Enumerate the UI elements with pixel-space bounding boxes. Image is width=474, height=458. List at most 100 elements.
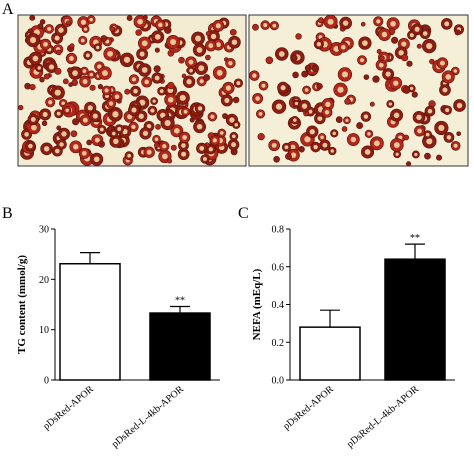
cell-core — [392, 80, 399, 86]
cell-core — [231, 39, 238, 45]
cell-core — [376, 19, 381, 24]
cell-core — [141, 40, 148, 47]
cell-core — [170, 38, 177, 45]
cell-core — [113, 138, 119, 145]
cell-core — [350, 136, 357, 143]
cell-core — [82, 79, 88, 85]
cell — [401, 54, 409, 62]
cell-core — [93, 156, 100, 163]
cell-core — [398, 50, 404, 56]
cell-core — [65, 108, 69, 112]
cell-core — [364, 149, 371, 155]
cell — [29, 83, 36, 91]
cell-core — [320, 135, 324, 140]
cell-core — [48, 64, 55, 70]
cell-core — [197, 106, 203, 111]
cell — [360, 21, 366, 27]
cell — [56, 125, 62, 131]
cell-core — [258, 112, 263, 116]
cell-core — [138, 113, 144, 119]
cell-core — [89, 72, 94, 77]
cell — [222, 113, 228, 119]
cell-core — [228, 60, 233, 66]
cell-core — [342, 20, 349, 26]
cell-core — [92, 113, 98, 119]
cell — [43, 73, 50, 80]
cell — [273, 155, 280, 163]
cell — [298, 146, 305, 153]
cell — [164, 26, 172, 34]
cell — [66, 20, 71, 26]
cell-core — [186, 79, 192, 85]
cell — [37, 23, 44, 30]
cell-core — [117, 126, 122, 131]
y-axis-label: NEFA (mEq/L) — [251, 268, 263, 340]
cell-core — [317, 115, 323, 121]
cell — [154, 47, 160, 53]
y-tick-label: 20 — [39, 275, 49, 286]
cell — [89, 84, 96, 91]
y-axis-label: TG content (mmol/g) — [16, 255, 28, 354]
cell — [424, 152, 431, 160]
cell-core — [123, 56, 131, 63]
panel-label: A — [2, 1, 14, 18]
significance: ** — [410, 233, 420, 244]
cell-core — [199, 145, 205, 151]
cell-core — [152, 99, 156, 103]
cell-core — [229, 117, 235, 123]
cell-core — [224, 97, 230, 103]
cell — [67, 67, 73, 74]
cell-core — [359, 58, 365, 63]
cell — [109, 26, 116, 32]
cell — [316, 83, 323, 90]
cell-core — [395, 152, 399, 156]
cell-core — [127, 153, 132, 158]
cell — [252, 23, 259, 31]
bar — [59, 262, 121, 381]
cell-core — [263, 23, 268, 28]
cell-core — [341, 44, 346, 50]
cell — [72, 118, 80, 126]
cell — [86, 139, 92, 146]
cell-core — [325, 101, 331, 108]
cell-core — [293, 118, 297, 122]
cell-core — [43, 146, 50, 152]
cell-core — [393, 112, 400, 119]
cell-core — [232, 134, 236, 139]
cells — [18, 14, 466, 167]
cell-core — [208, 147, 213, 152]
cell-core — [272, 23, 277, 28]
cell-core — [131, 107, 137, 113]
cell-core — [54, 148, 60, 154]
cell-core — [388, 102, 392, 106]
cell — [98, 140, 105, 148]
cell — [429, 58, 435, 65]
cell-core — [96, 45, 100, 50]
cell-core — [181, 143, 186, 148]
cell-core — [453, 143, 458, 148]
cell — [402, 86, 411, 94]
cell-core — [146, 124, 152, 129]
y-tick-label: 0.6 — [272, 262, 285, 273]
cell-core — [159, 89, 164, 93]
cell-core — [422, 31, 428, 36]
cell — [232, 96, 240, 104]
cell — [416, 43, 422, 49]
cell-core — [198, 65, 205, 72]
cell — [436, 154, 443, 161]
cell-core — [208, 43, 214, 49]
cell — [203, 74, 211, 82]
cell-core — [162, 153, 168, 160]
cell-core — [363, 114, 369, 119]
cell — [181, 73, 187, 79]
cell-core — [150, 108, 155, 113]
cell-core — [139, 51, 145, 57]
cell — [39, 19, 46, 25]
cell-core — [414, 26, 420, 32]
cell-core — [174, 128, 180, 134]
cell — [124, 88, 131, 95]
cell-core — [131, 77, 137, 82]
x-tick-label: pDsRed-APOR — [41, 384, 96, 433]
cell-core — [330, 149, 335, 153]
cell-core — [445, 108, 450, 113]
